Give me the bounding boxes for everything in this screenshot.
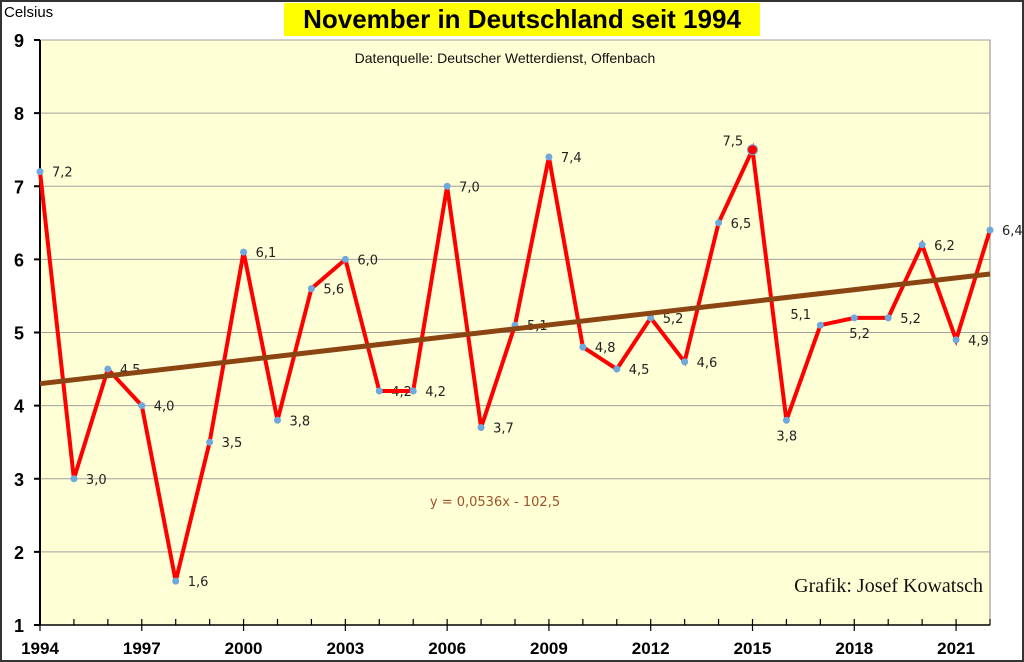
trendline-equation: y = 0,0536x - 102,5 [430, 495, 560, 510]
data-label: 6,0 [357, 253, 378, 268]
data-point [375, 387, 383, 395]
data-point [240, 248, 248, 256]
data-point [545, 153, 553, 161]
y-axis-unit-label: Celsius [4, 4, 54, 21]
y-tick-label: 9 [14, 31, 24, 51]
data-label: 4,2 [425, 385, 446, 400]
x-tick-label: 2006 [428, 639, 466, 658]
x-tick-label: 2015 [734, 639, 772, 658]
x-tick-label: 2000 [225, 639, 263, 658]
data-label: 4,0 [154, 400, 175, 415]
data-point [579, 343, 587, 351]
credit-note: Grafik: Josef Kowatsch [794, 575, 983, 597]
data-point [307, 285, 315, 293]
data-point [986, 226, 994, 234]
y-tick-label: 7 [14, 177, 24, 197]
data-point [613, 365, 621, 373]
data-point [816, 321, 824, 329]
data-point [172, 577, 180, 585]
trendline [39, 271, 991, 387]
data-source-note: Datenquelle: Deutscher Wetterdienst, Off… [355, 50, 656, 66]
data-point [782, 416, 790, 424]
data-label: 6,4 [1002, 224, 1023, 239]
x-tick-label: 1994 [21, 639, 59, 658]
data-label: 6,2 [934, 239, 955, 254]
data-label: 4,6 [697, 356, 718, 371]
data-label: 1,6 [188, 575, 209, 590]
data-point [715, 219, 723, 227]
data-label: 7,5 [723, 135, 744, 150]
data-point [274, 416, 281, 424]
x-tick-label: 2021 [937, 639, 975, 658]
chart-title: November in Deutschland seit 1994 [284, 3, 760, 36]
x-tick-label: 1997 [123, 639, 161, 658]
data-point [952, 336, 960, 344]
data-label: 5,1 [790, 308, 811, 323]
y-tick-label: 6 [14, 250, 24, 270]
y-tick-label: 5 [14, 324, 24, 344]
data-label: 7,0 [459, 180, 480, 195]
data-label: 6,1 [256, 246, 277, 261]
data-label: 6,5 [731, 217, 752, 232]
data-label: 7,4 [561, 151, 582, 166]
data-label: 5,2 [900, 312, 921, 327]
data-point [104, 365, 112, 373]
y-tick-label: 4 [14, 397, 24, 417]
data-label: 5,6 [323, 283, 344, 298]
data-label: 4,8 [595, 341, 616, 356]
data-point [884, 314, 892, 322]
data-point [206, 438, 214, 446]
x-tick-label: 2012 [632, 639, 670, 658]
y-tick-label: 8 [14, 104, 24, 124]
data-point-highlight [747, 144, 758, 156]
data-label: 3,0 [86, 473, 107, 488]
data-point [70, 475, 78, 483]
y-tick-label: 3 [14, 470, 24, 490]
data-point [477, 424, 485, 432]
data-point [850, 314, 858, 322]
data-point [918, 241, 926, 249]
data-point [681, 358, 689, 366]
x-tick-label: 2003 [326, 639, 364, 658]
data-point [138, 402, 146, 410]
data-label: 3,8 [290, 414, 311, 429]
data-label: 7,2 [52, 166, 73, 181]
data-point [443, 182, 451, 190]
data-label: 5,2 [663, 312, 684, 327]
x-tick-label: 2018 [835, 639, 873, 658]
data-label: 5,2 [849, 327, 870, 342]
data-label: 3,5 [222, 436, 243, 451]
data-label: 4,9 [968, 334, 989, 349]
x-tick-label: 2009 [530, 639, 568, 658]
data-label: 4,5 [629, 363, 650, 378]
data-label: 3,7 [493, 422, 514, 437]
data-point [36, 168, 44, 176]
y-tick-label: 2 [14, 543, 24, 563]
y-tick-label: 1 [14, 616, 24, 636]
data-label: 3,8 [776, 429, 797, 444]
data-point [409, 387, 417, 395]
data-point [341, 255, 349, 263]
data-point [647, 314, 655, 322]
